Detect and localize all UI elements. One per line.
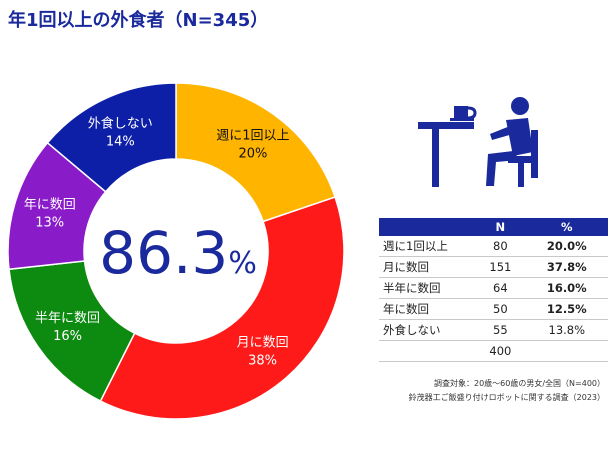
table-cell-label: 年に数回 <box>379 298 476 320</box>
survey-note: 調査対象：20歳〜60歳の男女/全国（N=400） <box>433 379 605 388</box>
slice-value-label: 20% <box>238 147 267 162</box>
table-row: 半年に数回 64 16.0% <box>379 277 608 299</box>
table-cell-pct: 13.8% <box>525 319 608 341</box>
slice-value-label: 16% <box>53 329 82 344</box>
table-total-n: 400 <box>475 340 526 362</box>
table-cell-label: 半年に数回 <box>379 277 476 299</box>
table-cell-n: 50 <box>475 298 526 320</box>
slice-label: 週に1回以上 <box>216 129 289 144</box>
donut-slice <box>175 82 337 223</box>
table-cell-n: 64 <box>475 277 526 299</box>
table-cell-label: 外食しない <box>379 319 476 341</box>
center-value: 86.3% <box>99 219 257 287</box>
table-cell-empty <box>525 340 608 362</box>
table-cell-pct: 12.5% <box>525 298 608 320</box>
table-row: 週に1回以上 80 20.0% <box>379 236 608 257</box>
table-cell-pct: 16.0% <box>525 277 608 299</box>
table-cell-label: 月に数回 <box>379 256 476 278</box>
slice-value-label: 38% <box>248 354 277 369</box>
table-row: 外食しない 55 13.8% <box>379 319 608 341</box>
source-note: 鈴茂器工ご飯盛り付けロボットに関する調査（2023） <box>408 393 605 402</box>
slice-label: 年に数回 <box>24 198 76 213</box>
data-table: N % 週に1回以上 80 20.0% 月に数回 151 37.8% 半年に数回 64 16.0… <box>379 218 608 362</box>
slice-label: 外食しない <box>88 115 153 131</box>
table-cell-pct: 20.0% <box>525 236 608 257</box>
table-cell-empty <box>379 340 476 362</box>
center-number: 86.3 <box>99 219 228 287</box>
center-unit: % <box>228 246 257 281</box>
slice-label: 月に数回 <box>237 336 289 351</box>
slice-label: 半年に数回 <box>35 311 100 326</box>
slice-value-label: 14% <box>106 134 135 149</box>
table-cell-n: 55 <box>475 319 526 341</box>
table-header-n: N <box>475 218 526 236</box>
table-header-label <box>379 218 476 236</box>
slice-value-label: 13% <box>35 216 64 231</box>
table-cell-pct: 37.8% <box>525 256 608 278</box>
table-total-row: 400 <box>379 340 608 362</box>
donut-chart: 週に1回以上 20% 月に数回 38% 半年に数回 16% 年に数回 13% 外食しない 14% 8… <box>7 82 345 420</box>
page-title: 年1回以上の外食者（N=345） <box>8 10 269 31</box>
table-row: 年に数回 50 12.5% <box>379 298 608 320</box>
donut-slice <box>99 196 345 420</box>
table-cell-label: 週に1回以上 <box>379 236 476 257</box>
table-header-row: N % <box>379 218 608 236</box>
table-header-pct: % <box>525 218 608 236</box>
table-cell-n: 151 <box>475 256 526 278</box>
table-row: 月に数回 151 37.8% <box>379 256 608 278</box>
person-at-table-icon <box>418 97 538 187</box>
table-cell-n: 80 <box>475 236 526 257</box>
donut-slice <box>46 82 177 193</box>
